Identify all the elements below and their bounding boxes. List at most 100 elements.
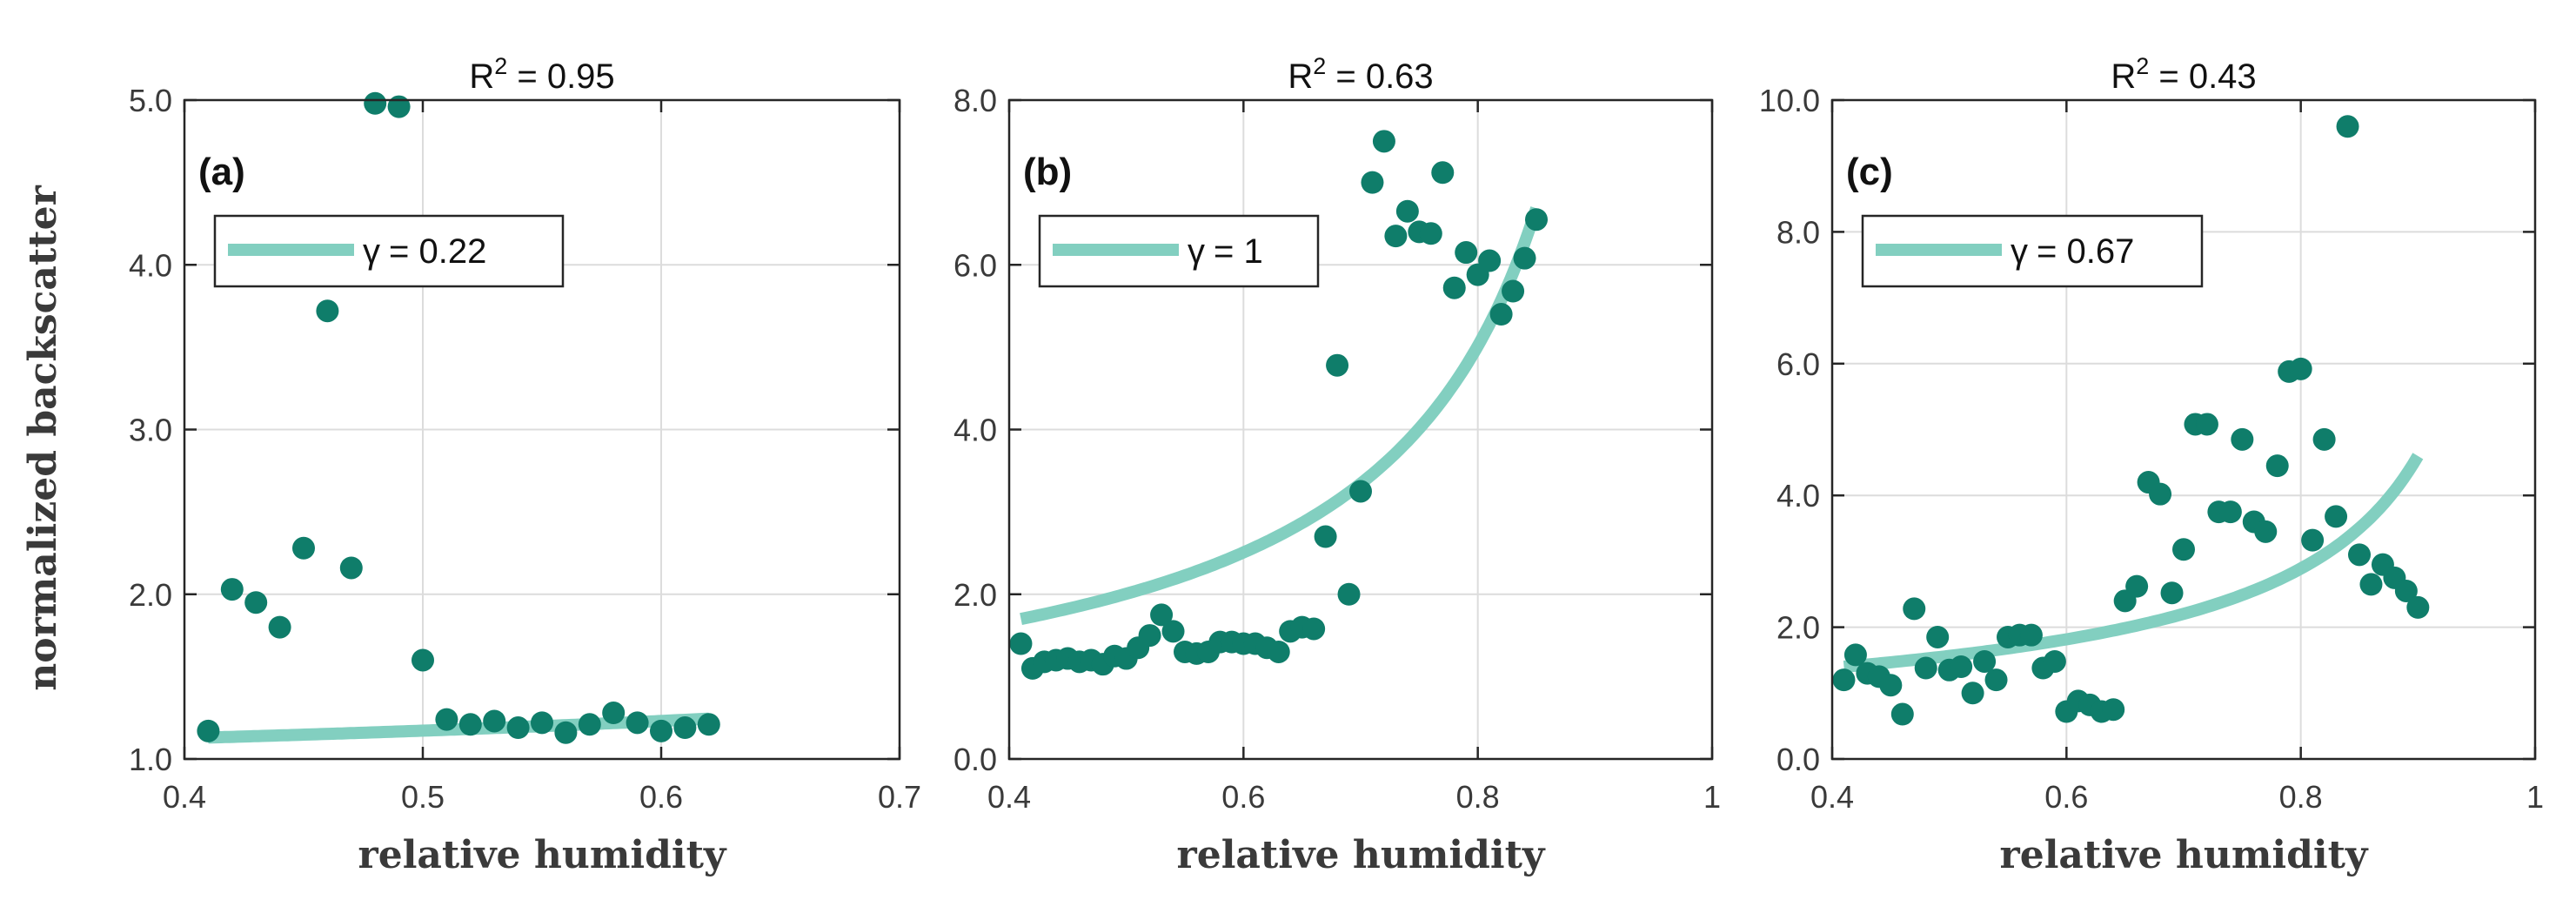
panel-c-xtick-label: 0.8 [2279, 779, 2323, 815]
panel-c-data-point [2218, 500, 2242, 524]
panel-c-data-point [2172, 538, 2195, 561]
panel-c-xlabel: relative humidity [2000, 833, 2369, 877]
panel-c-data-point [2125, 574, 2149, 598]
panel-a-ytick-label: 4.0 [129, 247, 172, 283]
panel-b-data-point [1361, 171, 1384, 194]
panel-c-ytick-label: 10.0 [1759, 83, 1820, 118]
panel-c-points [1832, 115, 2430, 726]
panel-c-data-point [2312, 427, 2336, 451]
panel-a-data-point [268, 615, 291, 639]
panel-c-legend: γ = 0.67 [1861, 214, 2204, 288]
panel-c: 0.4 0.6 0.8 10.02.04.06.08.010.0 R2 = 0.43 … [1759, 53, 2544, 877]
panel-b-xlabel: relative humidity [1177, 833, 1546, 877]
panel-a-data-point [220, 578, 244, 601]
panel-c-ytick-label: 6.0 [1776, 346, 1820, 382]
panel-c-data-point [1961, 682, 1984, 705]
panel-a-ytick-label: 3.0 [129, 413, 172, 448]
panel-c-data-point [1984, 668, 2008, 692]
panel-a-label: (a) [198, 151, 245, 193]
panel-c-data-point [2336, 115, 2359, 138]
panel-b-xtick-label: 0.6 [1221, 779, 1265, 815]
panel-a-ylabel: normalized backscatter [21, 185, 65, 690]
panel-a-ytick-label: 1.0 [129, 742, 172, 777]
panel-a-data-point [316, 299, 339, 323]
panel-a-data-point [458, 713, 482, 736]
panel-c-xtick-label: 0.6 [2044, 779, 2088, 815]
panel-c-ytick-label: 8.0 [1776, 214, 1820, 250]
panel-c-data-point [2195, 413, 2218, 436]
panel-b-data-point [1138, 624, 1161, 648]
panel-a-data-point [292, 536, 315, 560]
panel-c-data-point [2160, 581, 2184, 605]
panel-c-data-point [1914, 656, 1937, 680]
panel-a-data-point [626, 711, 649, 735]
panel-c-data-point [2231, 427, 2254, 451]
panel-c-data-point [1843, 643, 1867, 667]
panel-c-fit-curve [1843, 453, 2424, 673]
panel-c-ytick-label: 2.0 [1776, 610, 1820, 646]
panel-b-ytick-label: 4.0 [953, 413, 997, 448]
panel-a-xlabel: relative humidity [358, 833, 727, 877]
panel-a-ytick-label: 2.0 [129, 577, 172, 613]
panel-c-grid [1832, 100, 2535, 759]
panel-a-data-point [673, 716, 697, 740]
panel-c-axes-frame [1830, 98, 2537, 761]
panel-c-legend-text: γ = 0.67 [2011, 232, 2134, 271]
panel-c-data-point [2265, 454, 2289, 478]
panel-a-ytick-label: 5.0 [129, 83, 172, 118]
panel-b-data-point [1161, 620, 1185, 643]
panel-a-data-point [578, 713, 601, 736]
panel-b-data-point [1502, 279, 1525, 303]
panel-b-data-point [1513, 246, 1536, 270]
panel-c-ticks: 0.4 0.6 0.8 10.02.04.06.08.010.0 [1759, 83, 2544, 815]
panel-b-data-point [1009, 632, 1033, 655]
panel-a-fit-curve [208, 712, 710, 744]
panel-a-points [197, 91, 720, 744]
panel-b-data-point [1150, 603, 1174, 627]
gamma-symbol: γ [1188, 232, 1205, 271]
panel-b-ticks: 0.4 0.6 0.8 1 0.0 2.0 4.0 6.0 8.0 [953, 83, 1721, 815]
panel-a-data-point [697, 713, 720, 736]
panel-b-data-point [1419, 222, 1442, 245]
panel-b-points [1009, 130, 1548, 680]
panel-b-fit-curve [1020, 206, 1542, 625]
panel-a-xtick-label: 0.6 [639, 779, 683, 815]
panel-a-data-point [554, 721, 578, 744]
panel-c-data-point [2406, 595, 2430, 619]
panel-a-title: R2 = 0.95 [469, 53, 614, 96]
panel-a-data-point [435, 708, 458, 731]
panel-c-data-point [2301, 528, 2325, 552]
panel-c-data-point [1950, 655, 1973, 679]
panel-c-xtick-label: 0.4 [1810, 779, 1854, 815]
panel-a-data-point [244, 591, 268, 614]
panel-c-title: R2 = 0.43 [2111, 53, 2256, 96]
panel-c-xtick-label: 1 [2526, 779, 2544, 815]
panel-b-data-point [1431, 161, 1455, 185]
panel-c-data-point [2102, 698, 2125, 722]
panel-b-data-point [1489, 303, 1513, 326]
panel-b-xtick-label: 1 [1703, 779, 1721, 815]
panel-c-data-point [1879, 674, 1903, 697]
panel-b-xtick-label: 0.8 [1456, 779, 1500, 815]
panel-a-data-point [483, 709, 506, 733]
panel-b-data-point [1442, 276, 1466, 299]
panel-c-data-point [1973, 649, 1997, 673]
panel-b-ytick-label: 2.0 [953, 577, 997, 613]
panel-a-xtick-label: 0.4 [163, 779, 206, 815]
panel-b-data-point [1478, 249, 1502, 272]
panel-b-xtick-label: 0.4 [987, 779, 1031, 815]
panel-b-data-point [1525, 208, 1548, 232]
panel-b-data-point [1372, 130, 1395, 153]
panel-a: 0.4 0.5 0.6 0.7 1.0 2.0 3.0 4.0 5.0 R2 = 0.95 (a… [21, 53, 921, 877]
panel-a-xtick-label: 0.7 [878, 779, 921, 815]
panel-b-data-point [1395, 199, 1419, 223]
panel-b-data-point [1267, 640, 1290, 663]
panel-b-data-point [1326, 353, 1349, 377]
panel-c-data-point [2359, 573, 2383, 596]
panel-b-label: (b) [1023, 151, 1072, 193]
panel-b-data-point [1384, 225, 1408, 248]
panel-b-data-point [1455, 241, 1478, 265]
panel-c-data-point [2348, 543, 2371, 567]
panel-c-data-point [1890, 702, 1914, 726]
